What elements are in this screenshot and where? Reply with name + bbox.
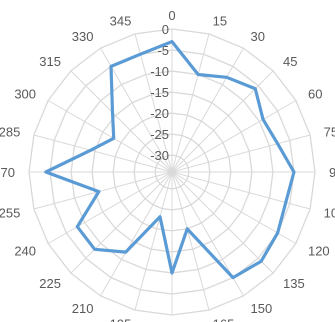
spoke-30 [171,47,244,173]
angle-tick-label: 165 [213,317,235,322]
series-line-1 [44,40,296,280]
spoke-165 [171,171,210,311]
angle-tick-label: 240 [14,244,36,259]
angle-tick-label: 330 [72,29,94,44]
spoke-75 [171,134,311,173]
grid-ring-0 [28,28,316,316]
grid-ring--15 [91,91,253,253]
angle-tick-label: 300 [14,87,36,102]
spoke-120 [171,171,297,244]
angle-tick-labels: 0153045607590105120135150165180195210225… [0,8,335,322]
angle-tick-label: 120 [308,244,330,259]
radial-tick-label: -15 [150,85,169,100]
grid-ring--25 [133,133,211,211]
spoke-135 [171,171,274,274]
spoke-15 [171,33,210,173]
angle-tick-label: 45 [283,54,297,69]
angle-tick-label: 60 [308,87,322,102]
radial-tick-label: 0 [162,22,169,37]
angle-tick-label: 255 [0,206,20,221]
grid-ring--5 [49,49,295,295]
spoke-60 [171,100,297,173]
radial-tick-label: -25 [150,127,169,142]
spoke-345 [134,33,173,173]
grid-ring--30 [154,154,190,190]
spoke-225 [70,171,173,274]
spoke-195 [134,171,173,311]
angle-tick-label: 315 [39,54,61,69]
angle-tick-label: 135 [283,276,305,291]
angle-tick-label: 15 [213,13,227,28]
radial-tick-label: -5 [157,43,169,58]
angle-tick-label: 285 [0,124,20,139]
spoke-255 [33,171,173,210]
series-layer [44,40,296,280]
spoke-315 [70,70,173,173]
angle-tick-label: 90 [329,165,335,180]
spoke-240 [47,171,173,244]
radial-tick-labels: -30 -25 -20 -15 -10 -5 0 [150,22,169,163]
spoke-210 [100,171,173,297]
angle-tick-label: 105 [324,206,335,221]
spoke-300 [47,100,173,173]
angle-tick-label: 75 [324,124,335,139]
angle-tick-label: 195 [110,317,132,322]
angle-tick-label: 210 [72,301,94,316]
grid-ring--20 [112,112,232,232]
angle-tick-label: 225 [39,276,61,291]
angle-tick-label: 0 [168,8,175,23]
angle-tick-label: 345 [110,13,132,28]
spoke-285 [33,134,173,173]
angle-tick-label: 30 [251,29,265,44]
angle-tick-label: 270 [0,165,15,180]
radial-tick-label: -20 [150,106,169,121]
angle-tick-label: 150 [251,301,273,316]
radial-tick-label: -10 [150,64,169,79]
radial-tick-label: -30 [150,148,169,163]
